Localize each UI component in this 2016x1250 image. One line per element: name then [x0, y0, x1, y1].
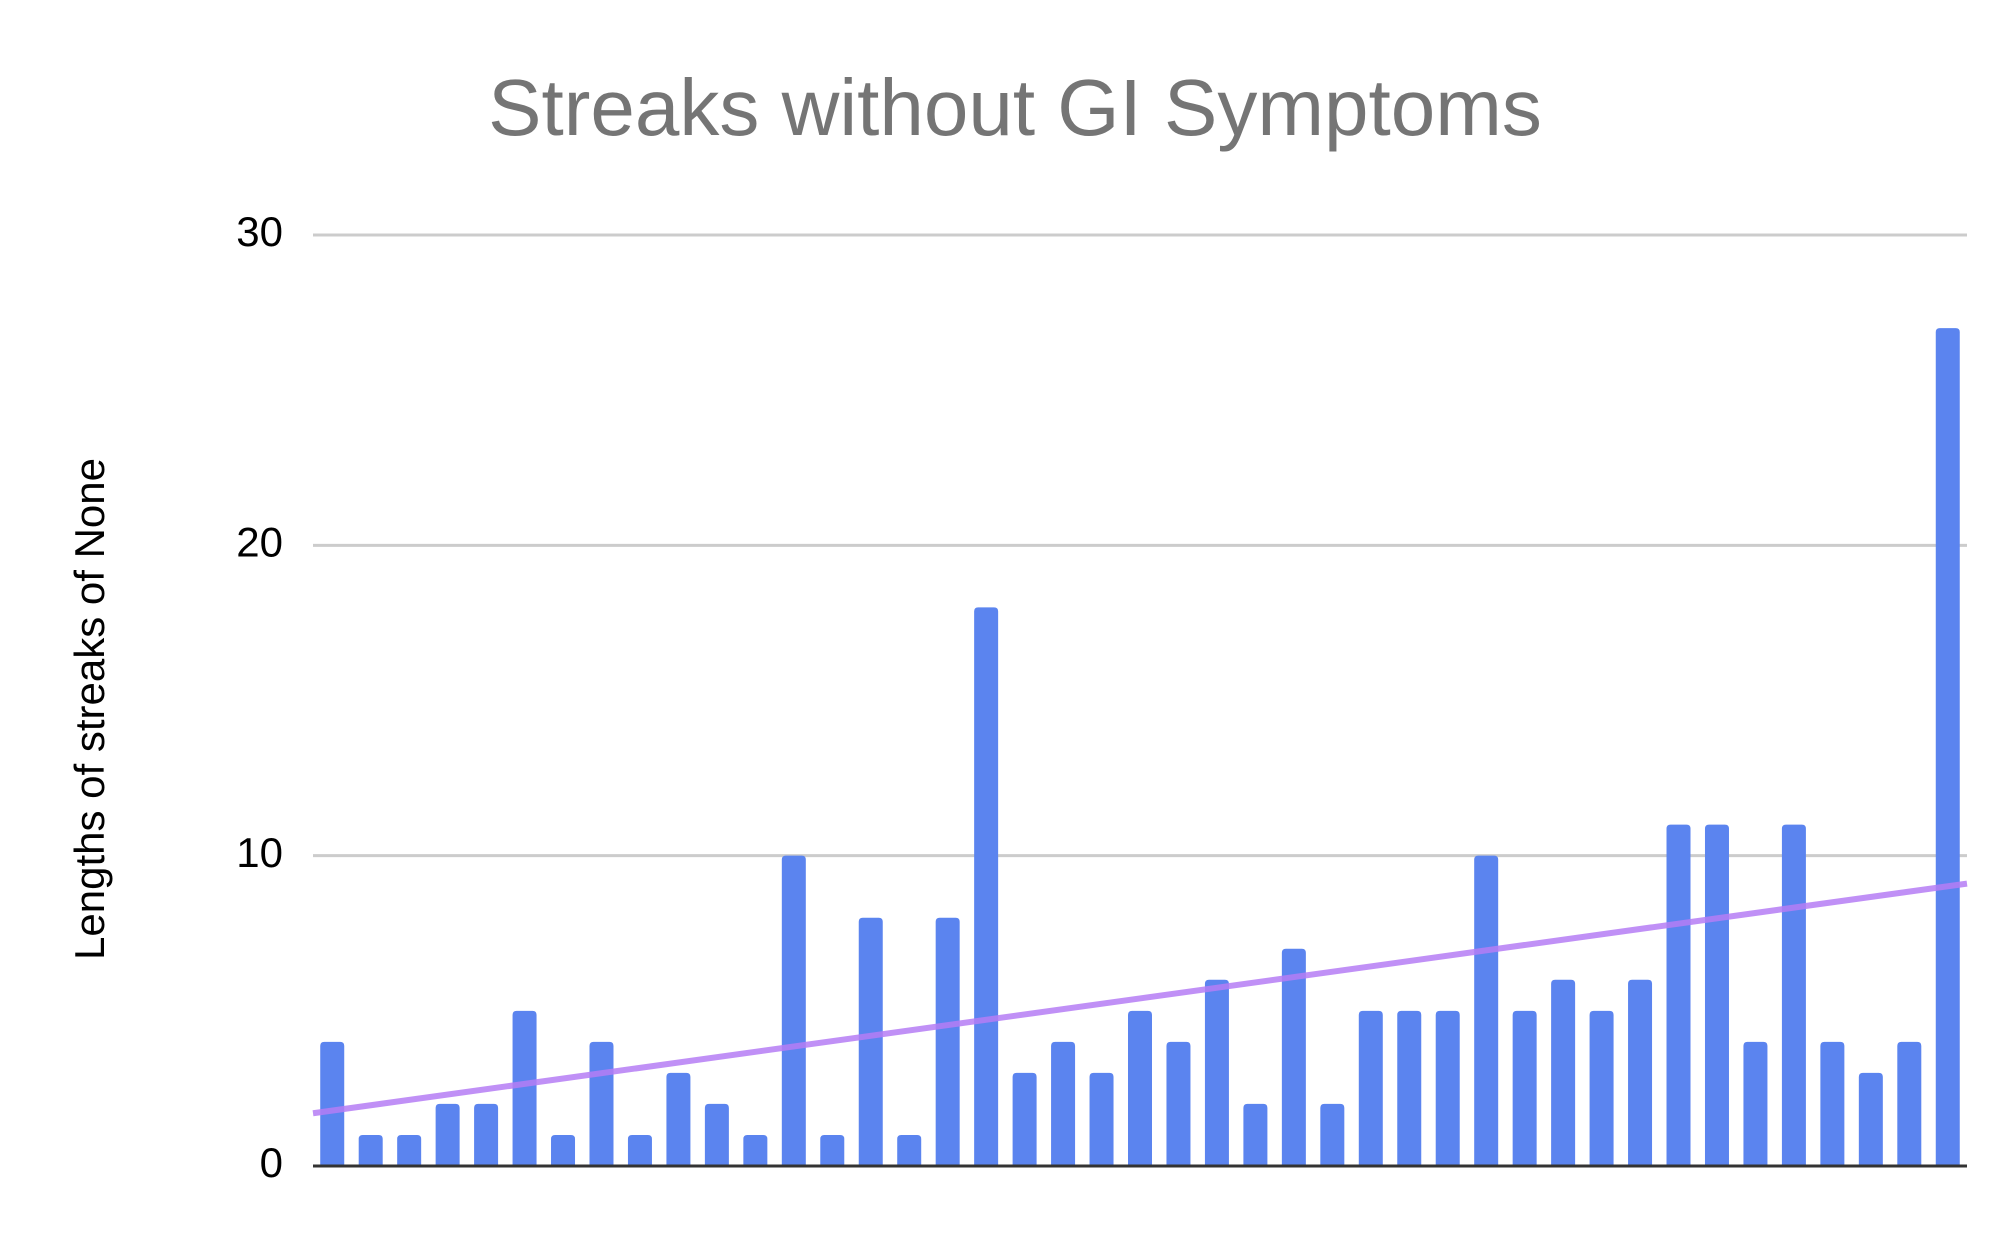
bar [1435, 1010, 1460, 1166]
bar [1781, 824, 1806, 1166]
bar [1397, 1010, 1422, 1166]
bar [781, 855, 806, 1166]
y-tick-label: 10 [236, 829, 283, 876]
bar [858, 917, 883, 1166]
bar [1474, 855, 1499, 1166]
bar [1897, 1041, 1922, 1166]
bar [1358, 1010, 1383, 1166]
bar [1089, 1072, 1114, 1166]
bar [935, 917, 960, 1166]
bar [1243, 1103, 1268, 1166]
bar [1012, 1072, 1037, 1166]
bar [1589, 1010, 1614, 1166]
bar [358, 1134, 383, 1166]
y-tick-label: 20 [236, 518, 283, 565]
bar [1704, 824, 1729, 1166]
bar [897, 1134, 922, 1166]
y-axis-label: Lengths of streaks of None [66, 458, 113, 960]
bar [1743, 1041, 1768, 1166]
bar [474, 1103, 499, 1166]
bar [704, 1103, 729, 1166]
bar [435, 1103, 460, 1166]
bar [1666, 824, 1691, 1166]
bar [1628, 979, 1653, 1166]
bar [589, 1041, 614, 1166]
bar [1204, 979, 1229, 1166]
bar [1128, 1010, 1152, 1166]
bar [627, 1134, 652, 1166]
trendline [312, 880, 1968, 1117]
bar [1935, 328, 1960, 1167]
bar [820, 1134, 845, 1166]
bar [1512, 1010, 1537, 1166]
bar [743, 1134, 768, 1166]
bar [1051, 1041, 1076, 1166]
bar [1281, 948, 1306, 1166]
bar [1551, 979, 1576, 1166]
bar [1166, 1041, 1191, 1166]
bar [512, 1010, 537, 1166]
y-tick-label: 30 [236, 208, 283, 255]
y-tick-label: 0 [260, 1139, 283, 1186]
bar [974, 607, 999, 1166]
chart-title: Streaks without GI Symptoms [488, 63, 1542, 152]
bar [1820, 1041, 1845, 1166]
bar [666, 1072, 691, 1166]
bar [320, 1041, 345, 1166]
bar [551, 1134, 576, 1166]
bar [397, 1134, 422, 1166]
bar [1858, 1072, 1883, 1166]
bar [1320, 1103, 1345, 1166]
